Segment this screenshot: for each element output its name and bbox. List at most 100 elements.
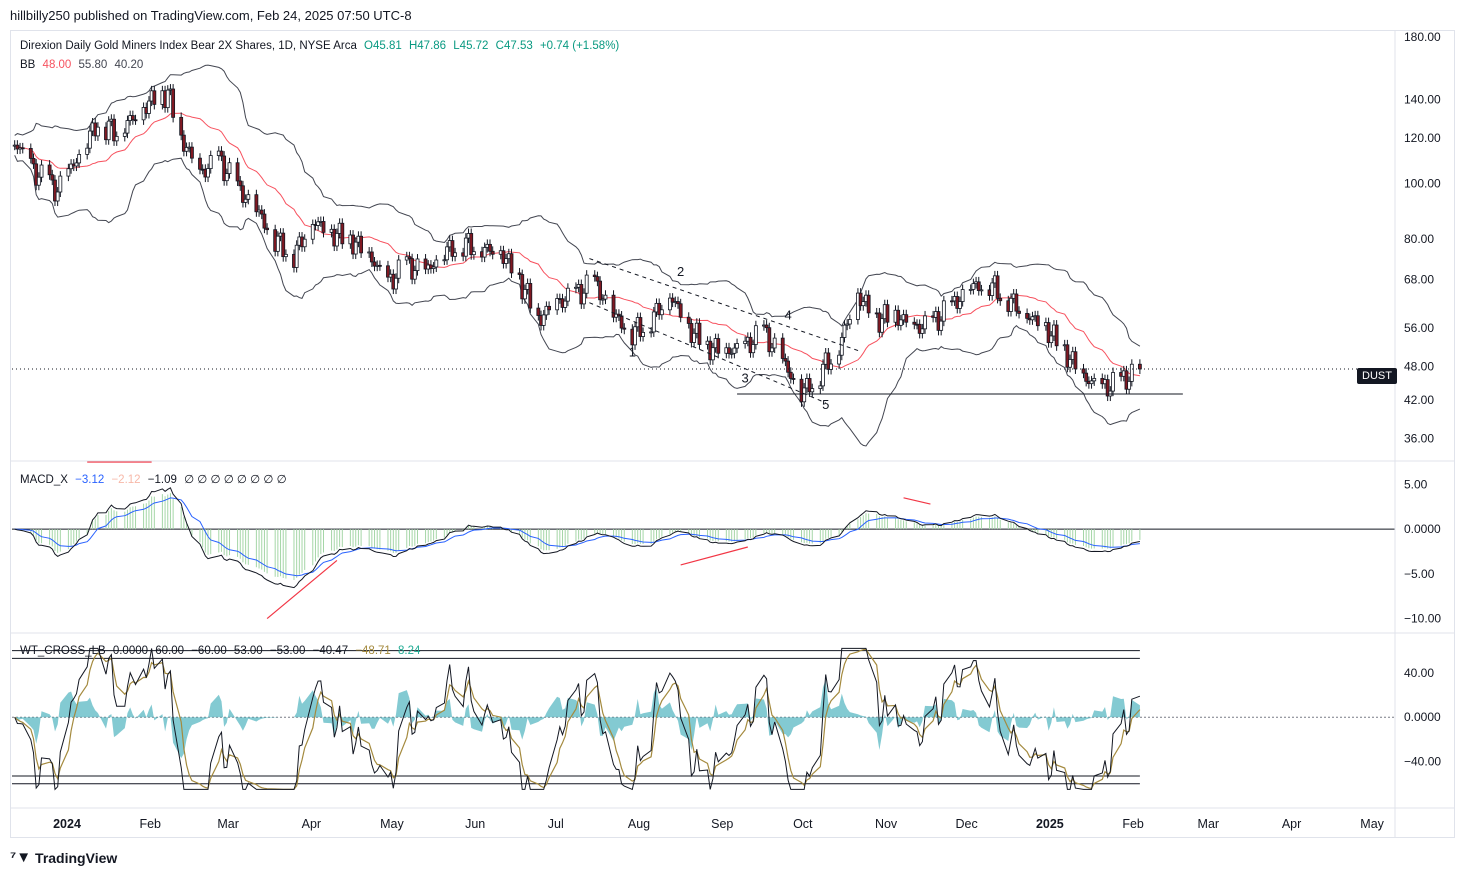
candle-body: [125, 120, 130, 134]
candle-body: [600, 298, 605, 301]
candle-body: [335, 233, 339, 247]
candle-body: [133, 119, 138, 122]
time-tick-label: Sep: [711, 817, 733, 831]
candle-body: [1127, 380, 1132, 390]
candle-body: [668, 297, 672, 311]
candle-body: [770, 347, 774, 353]
macd-pane: [12, 461, 1395, 620]
legend-wt-e: −53.00: [269, 645, 306, 657]
candle-body: [1073, 351, 1078, 370]
legend-wt: WT_CROSS_LB 0.0000 60.00 −60.00 53.00 −5…: [20, 645, 424, 657]
legend-wt-g: −48.71: [355, 645, 391, 657]
candle-body: [958, 301, 962, 309]
candle-body: [920, 328, 925, 334]
candle-body: [1030, 316, 1035, 321]
chart-frame[interactable]: [10, 30, 1455, 838]
bb-lower-band: [14, 155, 1141, 447]
candle-body: [678, 303, 683, 318]
candle-body: [284, 253, 288, 258]
candle-body: [198, 157, 202, 170]
time-tick-label: Feb: [1122, 817, 1144, 831]
candle-body: [353, 241, 358, 255]
candle-body: [77, 154, 82, 164]
legend-macd-flags: ∅ ∅ ∅ ∅ ∅ ∅ ∅ ∅: [184, 474, 287, 486]
candle-body: [1084, 372, 1089, 382]
candle-body: [659, 309, 664, 316]
legend-bb: BB 48.00 55.80 40.20: [20, 59, 147, 71]
candle-body: [856, 292, 860, 320]
time-tick-label: Feb: [139, 817, 161, 831]
candle-body: [1025, 313, 1029, 319]
candle-body: [1111, 372, 1115, 392]
candle-body: [243, 198, 248, 203]
axes: 180.00140.00120.00100.0080.0068.0056.004…: [10, 30, 1455, 838]
candle-body: [1054, 324, 1059, 347]
candle-body: [950, 300, 954, 303]
price-tick-label: 42.00: [1404, 393, 1434, 407]
candle-body: [1129, 363, 1134, 382]
candle-body: [434, 259, 439, 268]
candle-body: [259, 209, 264, 215]
candle-body: [743, 340, 748, 344]
candle-body: [501, 250, 506, 264]
candle-body: [517, 272, 522, 275]
candle-body: [1046, 322, 1051, 344]
time-tick-label: Dec: [956, 817, 978, 831]
candle-body: [222, 155, 227, 182]
price-tick-label: 48.00: [1404, 360, 1434, 374]
candle-body: [998, 297, 1003, 302]
candle-body: [1035, 315, 1040, 327]
candle-body: [423, 258, 428, 270]
time-tick-label: 2024: [53, 817, 81, 831]
legend-macd-v2: −2.12: [111, 474, 141, 486]
candle-body: [1105, 379, 1110, 397]
candle-body: [431, 266, 436, 269]
time-tick-label: Apr: [1282, 817, 1301, 831]
candle-body: [445, 246, 449, 261]
candle-body: [165, 89, 170, 109]
time-tick-label: Aug: [628, 817, 650, 831]
main-pane: 1 2 3 4 5: [12, 64, 1395, 447]
candle-body: [563, 300, 568, 308]
candle-body: [369, 251, 374, 263]
wt-tick-label: 0.0000: [1404, 710, 1441, 724]
legend-high: H47.86: [408, 40, 447, 52]
candle-body: [321, 221, 326, 233]
candle-body: [15, 144, 20, 150]
candle-body: [995, 275, 1000, 299]
candle-body: [310, 224, 315, 240]
time-tick-label: 2025: [1036, 817, 1064, 831]
bb-basis: [14, 112, 1140, 377]
candle-body: [541, 314, 546, 326]
candle-body: [788, 371, 793, 379]
candle-body: [528, 283, 533, 309]
candle-body: [939, 320, 944, 331]
wt-signal-line: [14, 648, 1141, 790]
candle-body: [235, 162, 240, 182]
candle-body: [469, 233, 474, 256]
legend-macd-label: MACD_X: [20, 474, 68, 486]
time-tick-label: Apr: [302, 817, 321, 831]
legend-symbol-name: Direxion Daily Gold Miners Index Bear 2X…: [20, 40, 357, 52]
candle-body: [976, 281, 981, 291]
wt-wave-line: [14, 647, 1141, 791]
symbol-price-badge: DUST: [1357, 368, 1397, 384]
candle-body: [641, 332, 645, 337]
macd-tick-label: 0.0000: [1404, 522, 1441, 536]
wedge-lower-line: [589, 302, 826, 404]
publish-header: hillbilly250 published on TradingView.co…: [10, 8, 412, 23]
candle-body: [810, 388, 815, 393]
candle-body: [727, 347, 731, 354]
candle-body: [732, 347, 737, 354]
candle-body: [649, 331, 654, 334]
legend-close: C47.53: [495, 40, 533, 52]
candle-body: [764, 324, 769, 329]
candle-body: [716, 338, 721, 354]
candle-body: [450, 240, 455, 257]
legend-bb-basis: 48.00: [42, 59, 72, 71]
candle-body: [547, 305, 551, 311]
macd-signal-line: [14, 497, 1140, 577]
candle-body: [638, 317, 643, 337]
candle-body: [651, 311, 656, 333]
